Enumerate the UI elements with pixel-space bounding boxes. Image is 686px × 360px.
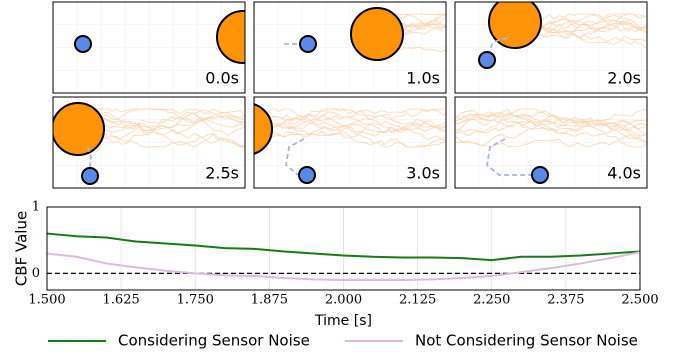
snapshot-panel: 4.0s [455,97,647,188]
obstacle-trail [455,119,647,136]
robot-path [488,37,508,53]
obstacle-trail [455,109,647,134]
obstacle [254,103,273,155]
snapshot-label: 1.0s [406,69,440,88]
robot [531,166,549,184]
legend-label: Not Considering Sensor Noise [415,332,638,350]
snapshot-panel: 0.0s [53,2,245,93]
snapshot-panel: 3.0s [254,97,446,188]
panel-border [52,1,246,94]
robot [299,35,317,53]
x-tick-label: 2.250 [473,293,510,308]
series-line [46,251,641,282]
obstacle [53,102,105,156]
obstacle [350,7,404,61]
snapshot-panel: 2.5s [53,97,245,188]
obstacle-trail [455,111,647,139]
robot [478,51,496,69]
panel-border [454,1,648,94]
snapshot-panel: 1.0s [254,2,446,93]
x-axis-label: Time [s] [314,313,372,329]
obstacle [488,2,542,49]
obstacle-trail [455,136,647,148]
x-tick-label: 1.500 [28,293,65,308]
robot-path [87,146,92,170]
y-axis-label: CBF Value [13,211,31,286]
x-tick-label: 2.125 [399,293,436,308]
snapshot-label: 2.0s [607,69,641,88]
x-tick-label: 1.875 [251,293,288,308]
panel-border [253,1,447,94]
legend-label: Considering Sensor Noise [118,332,310,350]
snapshot-label: 3.0s [406,164,440,183]
snapshot-label: 4.0s [607,164,641,183]
snapshot-label: 2.5s [205,164,239,183]
robot-path [486,138,533,176]
obstacle [216,10,245,64]
x-tick-label: 1.625 [103,293,140,308]
panel-border [454,96,648,189]
y-tick-label: 0 [32,266,40,281]
robot-path [285,138,305,176]
obstacle-trail [455,114,647,143]
obstacle-trail [455,108,646,131]
robot [74,35,92,53]
x-tick-label: 2.375 [547,293,584,308]
x-tick-label: 2.000 [325,293,362,308]
panel-border [52,96,246,189]
y-tick-label: 1 [32,200,40,215]
robot [81,167,99,185]
series-line [46,232,641,262]
obstacle-trail [455,109,647,137]
snapshot-label: 0.0s [205,69,239,88]
x-tick-label: 1.750 [177,293,214,308]
panel-border [253,96,447,189]
plot-border [46,206,641,291]
snapshot-panel: 2.0s [455,2,647,93]
x-tick-label: 2.500 [621,293,658,308]
robot [298,166,316,184]
